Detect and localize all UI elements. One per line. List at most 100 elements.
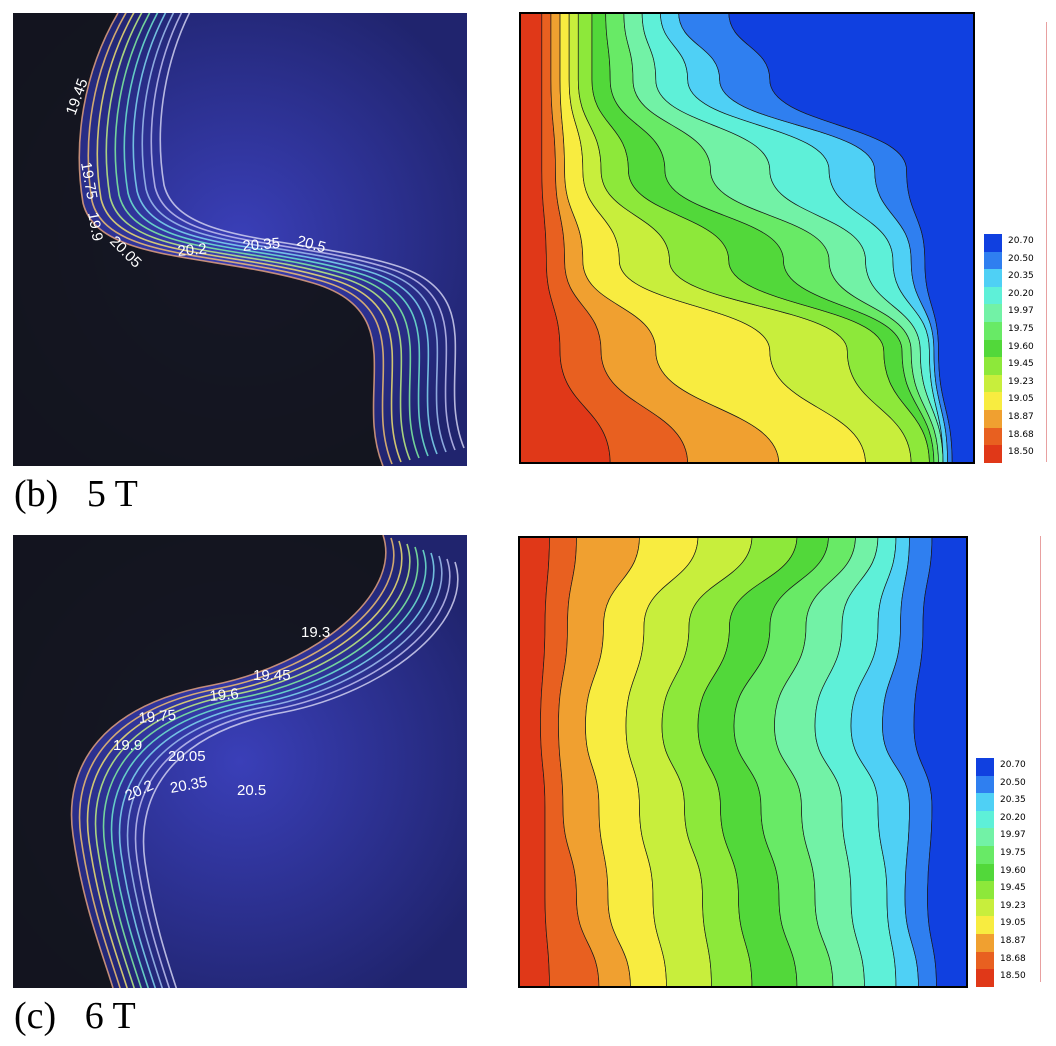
legend-label: 19.05 [1000,918,1026,929]
legend-swatch [984,234,1002,252]
photo-contour-label: 19.6 [209,686,240,705]
photo-contour-label: 20.35 [169,774,209,797]
legend-label: 19.45 [1008,359,1034,370]
legend-swatch [984,339,1002,358]
colorbar-legend-b: 20.70 20.50 20.35 20.20 19.97 19.75 19.60 19.45… [984,234,1044,468]
photo-contour-label: 20.35 [242,235,281,255]
legend-swatch [976,793,994,812]
photo-contour-line [126,555,443,988]
sim-c-frame [518,536,968,988]
legend-swatch [976,775,994,794]
photo-contour-line [78,537,395,988]
legend-label: 19.23 [1000,900,1026,911]
legend-swatch [976,934,994,952]
legend-label: 20.50 [1000,777,1026,788]
legend-label: 20.20 [1008,288,1034,299]
photo-contour-label: 19.75 [138,707,177,727]
legend-swatch [976,916,994,935]
legend-swatch [984,286,1002,305]
simulation-panel-c [518,536,968,988]
legend-swatch [976,846,994,864]
legend-swatch [976,898,994,917]
legend-swatch [984,374,1002,393]
caption-field-b: 5 T [86,473,138,515]
legend-label: 18.87 [1000,936,1026,946]
legend-label: 19.97 [1008,306,1034,317]
legend-swatch [976,969,994,988]
legend-swatch [976,828,994,847]
photo-contour-line [150,13,456,451]
caption-field-c: 6 T [84,995,136,1037]
legend-label: 20.35 [1000,795,1026,806]
legend-swatch [984,304,1002,323]
legend-label: 19.60 [1000,865,1026,876]
legend-swatch [976,863,994,882]
caption-c: (c) 6 T [14,994,136,1038]
legend-swatch [976,951,994,970]
legend-swatch [976,810,994,829]
caption-letter-c: (c) [14,995,57,1037]
legend-label: 19.97 [1000,830,1026,841]
photo-contour-label: 19.75 [77,161,100,201]
legend-swatch [984,410,1002,428]
simulation-contour-plot-b [519,12,975,464]
legend-swatch [984,357,1002,376]
legend-label: 20.70 [1000,760,1026,770]
photo-contour-line [134,558,451,988]
photo-contour-label: 19.9 [84,211,106,243]
caption-b: (b) 5 T [14,472,138,516]
photo-contour-label: 19.9 [113,737,142,754]
legend-swatch [984,251,1002,270]
photo-contour-line [96,13,402,463]
legend-label: 18.68 [1000,953,1026,964]
photo-contour-line [94,543,411,988]
legend-label: 19.05 [1008,394,1034,405]
legend-label: 20.50 [1008,253,1034,264]
photo-contour-line [102,546,419,988]
legend-label: 20.20 [1000,812,1026,823]
photo-contour-line [132,13,438,455]
simulation-panel-b [519,12,975,464]
photo-contour-label: 20.5 [237,782,266,799]
photo-contour-line [142,561,459,988]
colorbar-legend-c: 20.70 20.50 20.35 20.20 19.97 19.75 19.60 19.45… [976,758,1036,992]
edge-line-b [1046,22,1047,462]
caption-letter-b: (b) [14,473,59,515]
legend-swatch [976,758,994,776]
photo-contour-line [87,13,393,465]
edge-line-c [1040,536,1041,982]
photo-contour-label: 20.5 [295,232,328,256]
photo-contour-line [141,13,447,453]
photo-contour-line [105,13,411,461]
photo-contour-line [78,13,384,466]
legend-label: 19.75 [1008,324,1034,334]
photo-contour-line [114,13,420,459]
photo-dark-region [13,13,383,466]
photo-panel-c: 19.3 19.45 19.6 19.75 19.9 20.05 20.2 20.35 20.5 [13,535,467,988]
photo-contour-line [118,552,435,988]
legend-label: 20.35 [1008,271,1034,282]
legend-swatch [984,392,1002,411]
photo-contour-label: 20.2 [177,241,208,260]
photo-contour-line [123,13,429,457]
legend-label: 19.60 [1008,341,1034,352]
legend-swatch [984,269,1002,288]
legend-label: 20.70 [1008,236,1034,246]
legend-label: 19.75 [1000,848,1026,858]
legend-label: 18.50 [1008,447,1034,458]
photo-contour-line [159,13,465,449]
photo-contour-label: 19.3 [301,624,330,641]
photo-contour-line [70,535,387,988]
photo-contour-line [110,549,427,988]
legend-label: 19.45 [1000,883,1026,894]
simulation-contour-plot-c [518,536,968,988]
legend-swatch [984,322,1002,340]
legend-label: 18.68 [1008,429,1034,440]
legend-swatch [984,427,1002,446]
legend-swatch [976,881,994,900]
sim-b-band [728,12,975,464]
legend-label: 18.87 [1008,412,1034,422]
legend-swatch [984,445,1002,464]
photo-panel-b: 19.45 19.75 19.9 20.05 20.2 20.35 20.5 [13,13,467,466]
